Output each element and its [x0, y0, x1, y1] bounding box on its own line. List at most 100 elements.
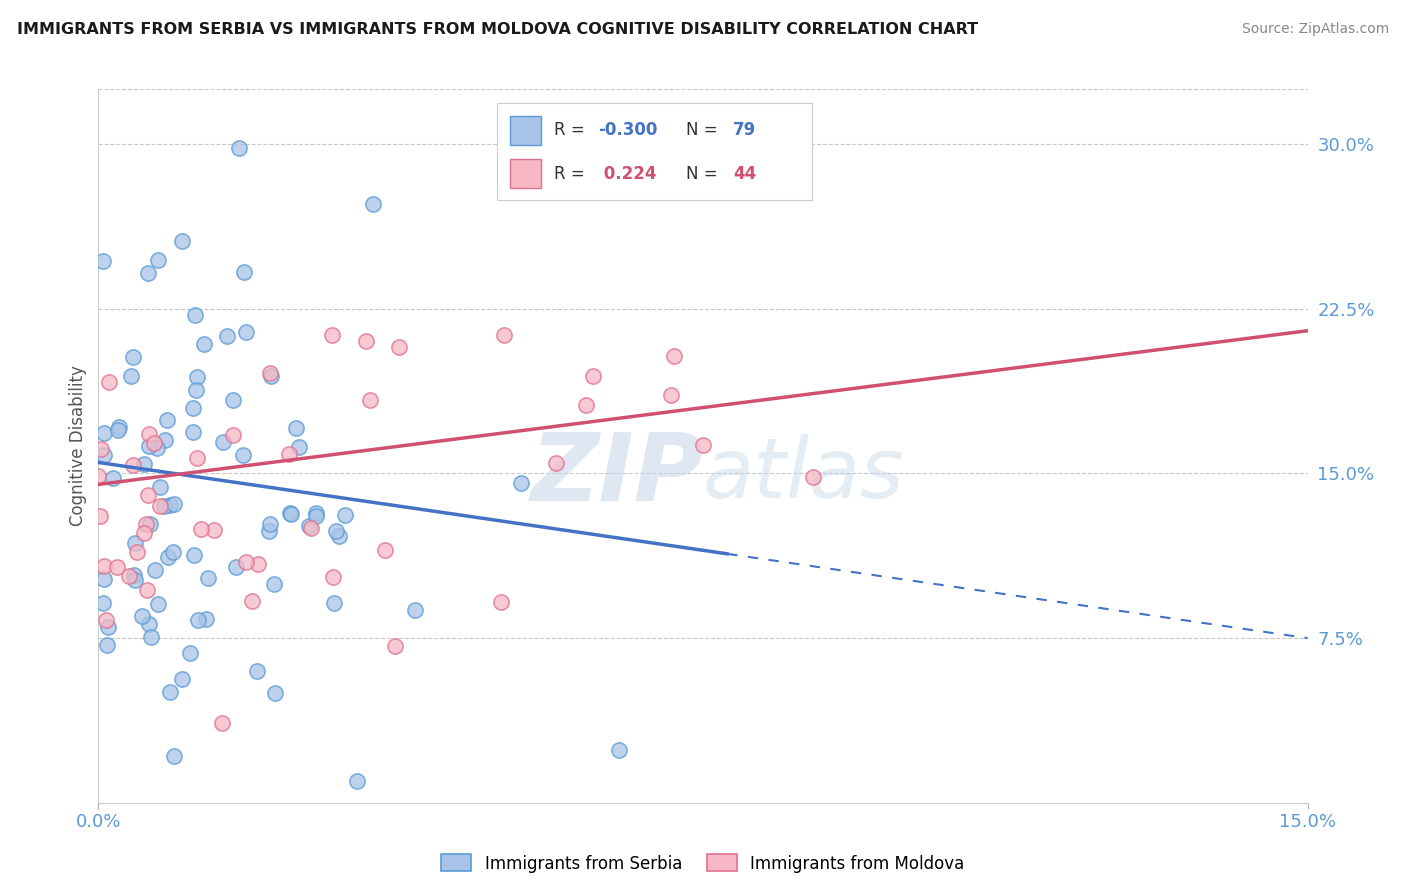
Point — [124, 536, 146, 550]
Point — [107, 423, 129, 437]
Point — [235, 325, 257, 339]
Point — [284, 421, 307, 435]
Point — [321, 327, 343, 342]
Point — [304, 507, 326, 521]
Point — [118, 568, 141, 582]
Point — [101, 470, 124, 484]
Point — [105, 559, 128, 574]
Point — [179, 646, 201, 660]
Point — [145, 563, 167, 577]
Point — [197, 571, 219, 585]
Point — [131, 609, 153, 624]
Point — [325, 524, 347, 538]
Point — [124, 567, 146, 582]
Point — [127, 545, 149, 559]
Text: Source: ZipAtlas.com: Source: ZipAtlas.com — [1241, 22, 1389, 37]
Point — [692, 438, 714, 452]
Point — [259, 516, 281, 531]
Point — [146, 253, 169, 268]
Point — [94, 613, 117, 627]
Point — [232, 265, 254, 279]
Point — [93, 253, 115, 268]
Point — [260, 369, 283, 384]
Point — [544, 456, 567, 470]
Point — [153, 499, 176, 513]
Point — [181, 425, 204, 440]
Point — [159, 498, 181, 512]
Point — [163, 497, 186, 511]
Point — [509, 475, 531, 490]
Point — [215, 328, 238, 343]
Point — [153, 433, 176, 447]
Point — [124, 573, 146, 587]
Point — [149, 499, 172, 513]
Point — [134, 525, 156, 540]
Point — [142, 436, 165, 450]
Point — [263, 576, 285, 591]
Point — [141, 630, 163, 644]
Point — [136, 266, 159, 280]
Point — [356, 334, 378, 348]
Point — [187, 613, 209, 627]
Point — [134, 457, 156, 471]
Point — [246, 664, 269, 678]
Point — [801, 470, 824, 484]
Point — [659, 388, 682, 402]
Point — [135, 516, 157, 531]
Point — [183, 401, 205, 415]
Point — [90, 442, 112, 457]
Point — [138, 617, 160, 632]
Point — [240, 593, 263, 607]
Point — [228, 140, 250, 154]
Point — [225, 559, 247, 574]
Point — [156, 413, 179, 427]
Point — [575, 398, 598, 412]
Point — [183, 548, 205, 562]
Point — [333, 508, 356, 523]
Point — [91, 596, 114, 610]
Point — [89, 509, 111, 524]
Text: IMMIGRANTS FROM SERBIA VS IMMIGRANTS FROM MOLDOVA COGNITIVE DISABILITY CORRELATI: IMMIGRANTS FROM SERBIA VS IMMIGRANTS FRO… — [17, 22, 979, 37]
Point — [359, 393, 381, 408]
Point — [108, 420, 131, 434]
Point — [190, 522, 212, 536]
Point — [120, 368, 142, 383]
Point — [184, 308, 207, 322]
Point — [299, 521, 322, 535]
Point — [582, 369, 605, 384]
Point — [139, 517, 162, 532]
Point — [328, 529, 350, 543]
Point — [211, 716, 233, 731]
Point — [388, 340, 411, 354]
Point — [93, 448, 115, 462]
Point — [162, 545, 184, 559]
Point — [259, 524, 281, 538]
Point — [149, 480, 172, 494]
Point — [96, 638, 118, 652]
Point — [288, 440, 311, 454]
Point — [184, 384, 207, 398]
Point — [156, 549, 179, 564]
Point — [186, 450, 208, 465]
Point — [232, 448, 254, 462]
Text: atlas: atlas — [703, 434, 904, 515]
Point — [93, 572, 115, 586]
Point — [235, 556, 257, 570]
Point — [405, 602, 427, 616]
Point — [172, 672, 194, 686]
Point — [384, 639, 406, 653]
Point — [172, 235, 194, 249]
Text: ZIP: ZIP — [530, 428, 703, 521]
Point — [222, 392, 245, 407]
Point — [323, 596, 346, 610]
Point — [138, 426, 160, 441]
Point — [259, 366, 281, 380]
Point — [202, 523, 225, 537]
Point — [193, 337, 215, 351]
Point — [93, 425, 115, 440]
Point — [93, 558, 115, 573]
Point — [361, 196, 384, 211]
Point — [211, 435, 233, 450]
Legend: Immigrants from Serbia, Immigrants from Moldova: Immigrants from Serbia, Immigrants from … — [434, 847, 972, 880]
Point — [159, 684, 181, 698]
